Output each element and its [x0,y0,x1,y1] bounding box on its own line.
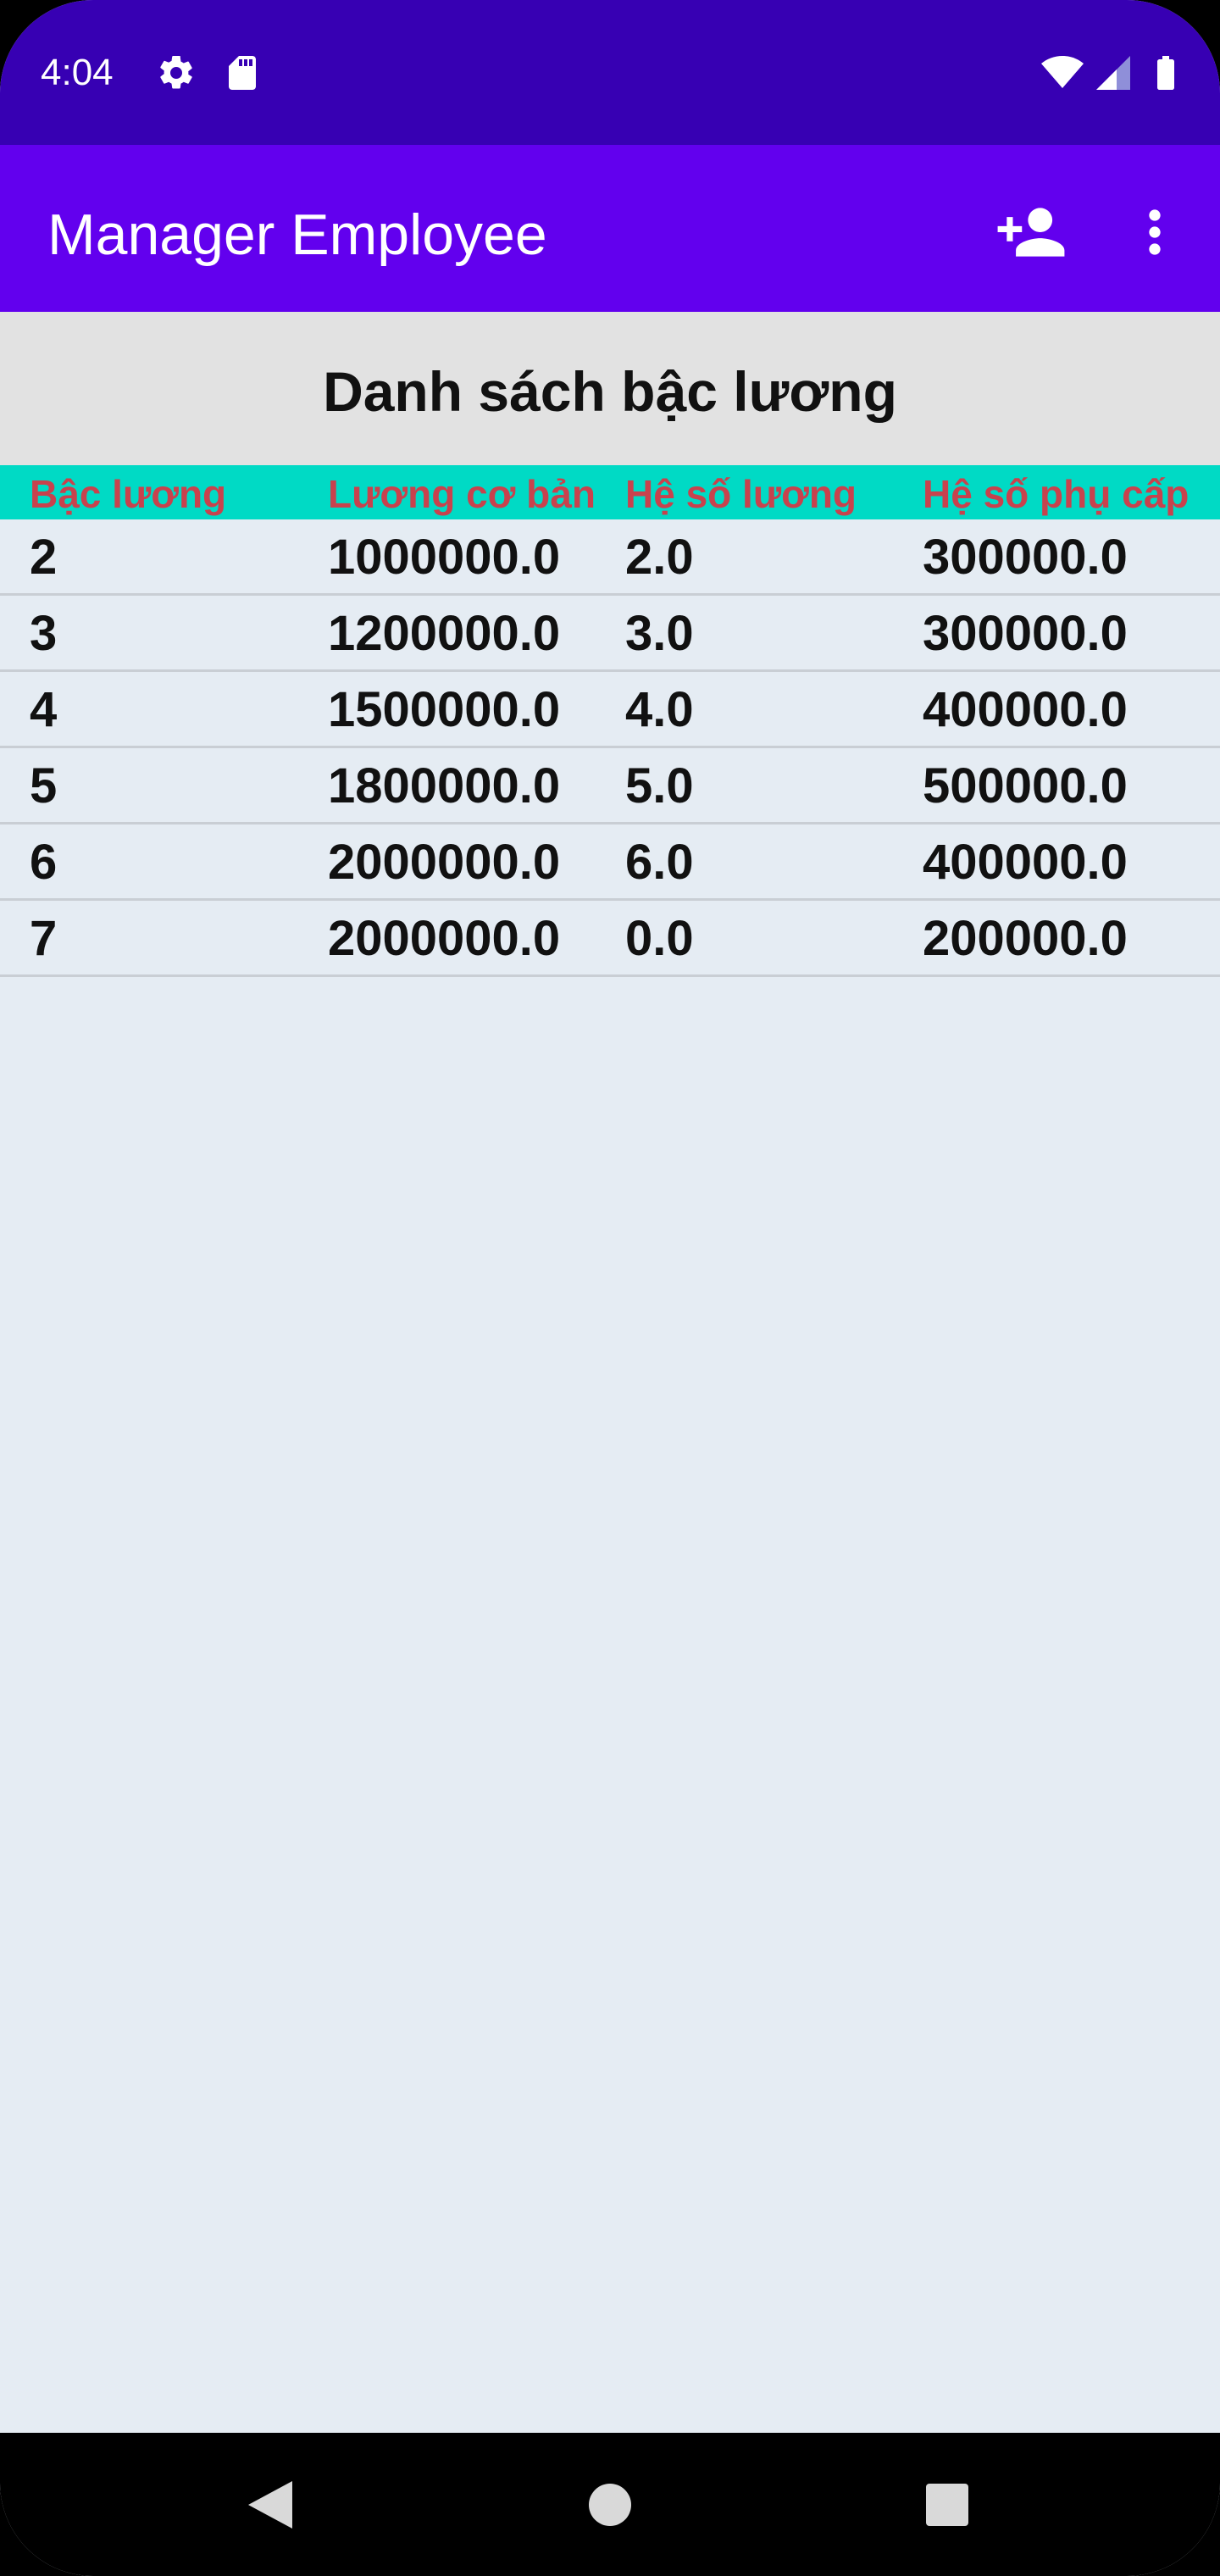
cell-he-so-phu-cap: 200000.0 [923,911,1128,966]
cell-bac-luong: 6 [30,835,58,890]
cell-luong-co-ban: 2000000.0 [328,911,561,966]
battery-icon [1145,53,1186,93]
home-button[interactable] [572,2468,648,2545]
header-he-so-phu-cap: Hệ số phụ cấp [923,472,1190,516]
app-title: Manager Employee [47,203,547,267]
more-vert-icon [1121,198,1189,270]
cell-bac-luong: 7 [30,911,58,966]
cell-luong-co-ban: 1000000.0 [328,530,561,585]
recents-icon [924,2482,970,2532]
table-row[interactable]: 2 1000000.0 2.0 300000.0 [0,519,1220,596]
more-options-button[interactable] [1108,187,1201,280]
status-time: 4:04 [41,52,114,93]
cell-he-so-luong: 0.0 [625,911,694,966]
cell-bac-luong: 2 [30,530,58,585]
table-row[interactable]: 3 1200000.0 3.0 300000.0 [0,596,1220,672]
cell-he-so-luong: 2.0 [625,530,694,585]
table-header: Bậc lương Lương cơ bản Hệ số lương Hệ số… [0,465,1220,519]
cell-luong-co-ban: 1200000.0 [328,606,561,661]
cell-bac-luong: 3 [30,606,58,661]
sd-card-icon [222,53,263,93]
home-icon [587,2482,633,2532]
header-he-so-luong: Hệ số lương [625,472,857,516]
cell-luong-co-ban: 2000000.0 [328,835,561,890]
cell-he-so-phu-cap: 400000.0 [923,682,1128,737]
header-bac-luong: Bậc lương [30,472,227,516]
table-row[interactable]: 4 1500000.0 4.0 400000.0 [0,672,1220,748]
cell-he-so-phu-cap: 300000.0 [923,606,1128,661]
cell-bac-luong: 4 [30,682,58,737]
add-employee-button[interactable] [984,187,1078,280]
cell-he-so-luong: 6.0 [625,835,694,890]
table-row[interactable]: 6 2000000.0 6.0 400000.0 [0,824,1220,901]
cell-he-so-phu-cap: 500000.0 [923,758,1128,813]
back-button[interactable] [232,2468,308,2545]
cell-he-so-luong: 5.0 [625,758,694,813]
page-title: Danh sách bậc lương [323,360,897,423]
person-add-icon [995,196,1068,273]
signal-icon [1093,53,1134,93]
navigation-bar [0,2433,1220,2576]
title-band: Danh sách bậc lương [0,312,1220,465]
cell-he-so-luong: 3.0 [625,606,694,661]
wifi-icon [1040,53,1084,93]
salary-list: 2 1000000.0 2.0 300000.0 3 1200000.0 3.0… [0,519,1220,977]
app-bar: Manager Employee [0,145,1220,312]
recents-button[interactable] [909,2468,985,2545]
cell-luong-co-ban: 1500000.0 [328,682,561,737]
cell-he-so-luong: 4.0 [625,682,694,737]
cell-luong-co-ban: 1800000.0 [328,758,561,813]
status-bar: 4:04 [0,0,1220,145]
cell-he-so-phu-cap: 400000.0 [923,835,1128,890]
table-row[interactable]: 7 2000000.0 0.0 200000.0 [0,901,1220,977]
table-row[interactable]: 5 1800000.0 5.0 500000.0 [0,748,1220,824]
back-icon [245,2478,296,2536]
header-luong-co-ban: Lương cơ bản [328,472,596,516]
cell-he-so-phu-cap: 300000.0 [923,530,1128,585]
gear-icon [156,53,197,93]
cell-bac-luong: 5 [30,758,58,813]
